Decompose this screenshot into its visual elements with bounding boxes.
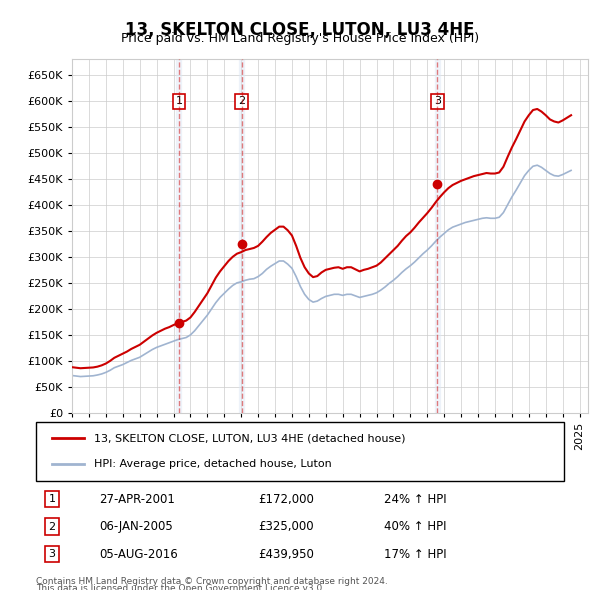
Text: 13, SKELTON CLOSE, LUTON, LU3 4HE: 13, SKELTON CLOSE, LUTON, LU3 4HE: [125, 21, 475, 39]
Text: 2: 2: [238, 97, 245, 106]
Text: Price paid vs. HM Land Registry's House Price Index (HPI): Price paid vs. HM Land Registry's House …: [121, 32, 479, 45]
Text: 06-JAN-2005: 06-JAN-2005: [100, 520, 173, 533]
Text: HPI: Average price, detached house, Luton: HPI: Average price, detached house, Luto…: [94, 460, 332, 469]
Text: 24% ↑ HPI: 24% ↑ HPI: [385, 493, 447, 506]
Text: 3: 3: [49, 549, 55, 559]
Text: £325,000: £325,000: [258, 520, 313, 533]
Text: Contains HM Land Registry data © Crown copyright and database right 2024.: Contains HM Land Registry data © Crown c…: [36, 577, 388, 586]
Text: 1: 1: [49, 494, 55, 504]
Text: 40% ↑ HPI: 40% ↑ HPI: [385, 520, 447, 533]
Text: £172,000: £172,000: [258, 493, 314, 506]
Text: 05-AUG-2016: 05-AUG-2016: [100, 548, 178, 560]
Text: 27-APR-2001: 27-APR-2001: [100, 493, 175, 506]
Text: 17% ↑ HPI: 17% ↑ HPI: [385, 548, 447, 560]
Bar: [435, 59, 440, 413]
FancyBboxPatch shape: [36, 422, 564, 481]
Text: 1: 1: [175, 97, 182, 106]
Text: 3: 3: [434, 97, 441, 106]
Text: This data is licensed under the Open Government Licence v3.0.: This data is licensed under the Open Gov…: [36, 584, 325, 590]
Bar: [176, 59, 181, 413]
Text: 13, SKELTON CLOSE, LUTON, LU3 4HE (detached house): 13, SKELTON CLOSE, LUTON, LU3 4HE (detac…: [94, 434, 406, 443]
Text: 2: 2: [48, 522, 55, 532]
Bar: [239, 59, 244, 413]
Text: £439,950: £439,950: [258, 548, 314, 560]
